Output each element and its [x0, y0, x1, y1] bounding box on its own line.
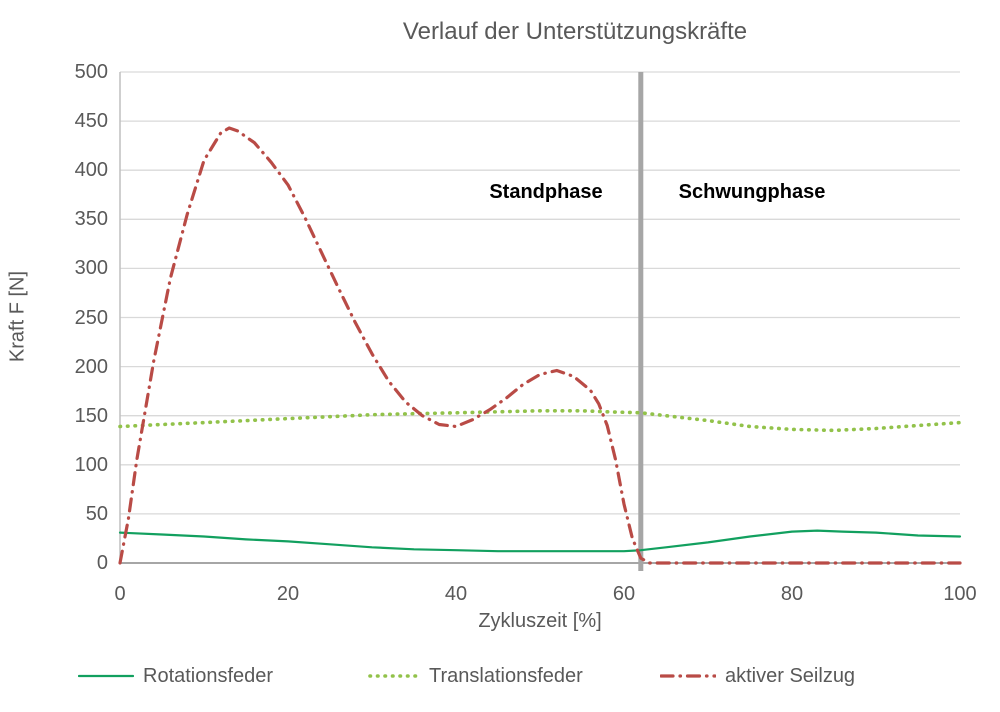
legend-item-rotationsfeder: Rotationsfeder: [78, 663, 273, 689]
y-axis-title: Kraft F [N]: [6, 270, 29, 363]
chart-title: Verlauf der Unterstützungskräfte: [402, 18, 748, 45]
y-tick-label: 450: [74, 110, 108, 133]
x-tick-label: 80: [780, 583, 804, 605]
y-tick-label: 50: [85, 502, 108, 525]
dashdot-line-swatch-icon: [660, 674, 716, 678]
y-tick-label: 500: [74, 61, 108, 83]
legend-label: aktiver Seilzug: [725, 664, 856, 687]
y-tick-label: 0: [96, 552, 108, 574]
y-tick-label: 350: [74, 208, 108, 231]
x-tick-label: 100: [943, 583, 977, 605]
standphase-label: Standphase: [489, 181, 603, 203]
y-tick-label: 200: [74, 355, 108, 378]
dotted-line-swatch-icon: [368, 674, 420, 678]
series-Rotationsfeder: [118, 529, 962, 553]
x-tick-label: 20: [276, 583, 300, 605]
y-tick-label: 300: [74, 257, 108, 280]
x-axis-title: Zykluszeit [%]: [478, 610, 602, 632]
series-Translationsfeder: [118, 408, 962, 433]
x-tick-label: 40: [444, 583, 468, 605]
series-aktiver Seilzug: [118, 126, 962, 565]
solid-line-swatch-icon: [78, 674, 134, 678]
legend-label: Rotationsfeder: [143, 664, 274, 687]
schwungphase-label: Schwungphase: [678, 181, 826, 203]
legend-item-aktiver-seilzug: aktiver Seilzug: [660, 663, 855, 689]
y-tick-label: 400: [74, 159, 108, 182]
chart-legend: Rotationsfeder Translationsfeder aktiver…: [0, 663, 1000, 693]
x-tick-label: 0: [114, 583, 126, 605]
legend-item-translationsfeder: Translationsfeder: [368, 663, 583, 689]
y-tick-label: 250: [74, 306, 108, 329]
y-tick-label: 100: [74, 453, 108, 476]
legend-label: Translationsfeder: [429, 664, 583, 687]
y-tick-label: 150: [74, 404, 108, 427]
x-tick-label: 60: [612, 583, 636, 605]
